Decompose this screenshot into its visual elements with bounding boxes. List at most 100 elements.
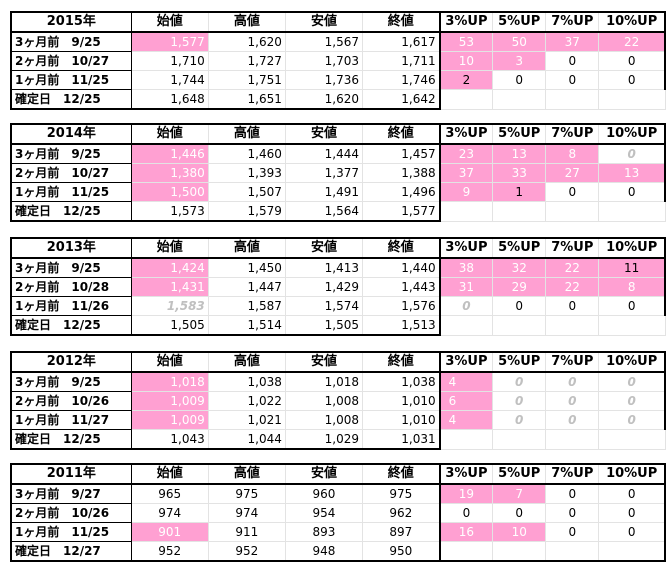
row-label: 1ヶ月前 11/25 xyxy=(9,70,132,90)
header-open: 始値 xyxy=(131,463,209,485)
header-up3: 3%UP xyxy=(439,123,494,145)
header-open: 始値 xyxy=(131,123,209,145)
cell-up7: 0 xyxy=(545,522,600,542)
cell-up10: 0 xyxy=(598,410,666,430)
cell-high: 952 xyxy=(208,541,286,562)
cell-high: 1,022 xyxy=(208,391,286,411)
cell-up3: 2 xyxy=(439,70,494,90)
cell-up7 xyxy=(545,201,600,222)
cell-up3 xyxy=(439,429,494,450)
header-up10: 10%UP xyxy=(598,351,666,373)
header-up3: 3%UP xyxy=(439,463,494,485)
cell-low: 948 xyxy=(285,541,364,562)
row-label: 3ヶ月前 9/25 xyxy=(9,372,132,392)
header-low: 安値 xyxy=(285,11,364,33)
table-row: 3ヶ月前 9/25 1,018 1,038 1,018 1,038 4 0 0 … xyxy=(9,372,666,392)
year-label: 2012年 xyxy=(9,351,132,373)
cell-close: 1,388 xyxy=(362,163,441,183)
header-up5: 5%UP xyxy=(492,237,547,259)
cell-close: 1,031 xyxy=(362,429,441,450)
header-open: 始値 xyxy=(131,237,209,259)
cell-open: 1,583 xyxy=(131,296,209,316)
header-high: 高値 xyxy=(208,123,286,145)
cell-open: 1,744 xyxy=(131,70,209,90)
header-row: 2014年 始値 高値 安値 終値 3%UP 5%UP 7%UP 10%UP xyxy=(9,123,666,145)
cell-close: 1,642 xyxy=(362,89,441,110)
cell-close: 1,617 xyxy=(362,32,441,52)
cell-low: 1,029 xyxy=(285,429,364,450)
header-close: 終値 xyxy=(362,351,441,373)
cell-close: 1,746 xyxy=(362,70,441,90)
table-row: 2ヶ月前 10/28 1,431 1,447 1,429 1,443 31 29… xyxy=(9,277,666,297)
cell-up10: 0 xyxy=(598,372,666,392)
cell-up7: 0 xyxy=(545,391,600,411)
year-label: 2014年 xyxy=(9,123,132,145)
cell-low: 1,736 xyxy=(285,70,364,90)
header-up7: 7%UP xyxy=(545,351,600,373)
price-table-2011: 2011年 始値 高値 安値 終値 3%UP 5%UP 7%UP 10%UP 3… xyxy=(9,463,666,562)
cell-open: 1,424 xyxy=(131,258,209,278)
cell-up3: 23 xyxy=(439,144,494,164)
cell-up7 xyxy=(545,89,600,110)
cell-close: 1,711 xyxy=(362,51,441,71)
row-label: 2ヶ月前 10/27 xyxy=(9,163,132,183)
cell-high: 1,460 xyxy=(208,144,286,164)
cell-up10: 11 xyxy=(598,258,666,278)
cell-open: 1,009 xyxy=(131,391,209,411)
header-high: 高値 xyxy=(208,11,286,33)
cell-up7: 22 xyxy=(545,258,600,278)
cell-low: 1,620 xyxy=(285,89,364,110)
cell-open: 1,710 xyxy=(131,51,209,71)
cell-up3: 10 xyxy=(439,51,494,71)
table-row: 1ヶ月前 11/25 1,500 1,507 1,491 1,496 9 1 0… xyxy=(9,182,666,202)
row-label: 1ヶ月前 11/27 xyxy=(9,410,132,430)
cell-up3: 31 xyxy=(439,277,494,297)
cell-up7: 0 xyxy=(545,503,600,523)
cell-high: 1,514 xyxy=(208,315,286,336)
cell-open: 1,380 xyxy=(131,163,209,183)
cell-up3 xyxy=(439,541,494,562)
year-label: 2013年 xyxy=(9,237,132,259)
cell-up7: 0 xyxy=(545,484,600,504)
cell-up10 xyxy=(598,89,666,110)
table-row: 確定日 12/25 1,573 1,579 1,564 1,577 xyxy=(9,201,666,222)
cell-close: 1,457 xyxy=(362,144,441,164)
header-up10: 10%UP xyxy=(598,123,666,145)
cell-up5: 0 xyxy=(492,296,547,316)
cell-open: 974 xyxy=(131,503,209,523)
header-up10: 10%UP xyxy=(598,11,666,33)
cell-low: 1,564 xyxy=(285,201,364,222)
cell-close: 1,038 xyxy=(362,372,441,392)
cell-open: 901 xyxy=(131,522,209,542)
table-row: 3ヶ月前 9/27 965 975 960 975 19 7 0 0 xyxy=(9,484,666,504)
cell-low: 893 xyxy=(285,522,364,542)
header-low: 安値 xyxy=(285,123,364,145)
cell-open: 952 xyxy=(131,541,209,562)
cell-close: 1,443 xyxy=(362,277,441,297)
cell-low: 954 xyxy=(285,503,364,523)
cell-close: 950 xyxy=(362,541,441,562)
cell-up10: 13 xyxy=(598,163,666,183)
cell-close: 962 xyxy=(362,503,441,523)
cell-high: 1,579 xyxy=(208,201,286,222)
header-up7: 7%UP xyxy=(545,463,600,485)
cell-up10: 0 xyxy=(598,391,666,411)
row-label: 確定日 12/25 xyxy=(9,89,132,110)
table-row: 確定日 12/27 952 952 948 950 xyxy=(9,541,666,562)
header-high: 高値 xyxy=(208,463,286,485)
cell-close: 1,010 xyxy=(362,410,441,430)
row-label: 3ヶ月前 9/27 xyxy=(9,484,132,504)
cell-up5: 0 xyxy=(492,372,547,392)
header-low: 安値 xyxy=(285,351,364,373)
cell-up7: 0 xyxy=(545,410,600,430)
cell-up10 xyxy=(598,541,666,562)
cell-high: 1,507 xyxy=(208,182,286,202)
cell-low: 1,574 xyxy=(285,296,364,316)
price-table-2014: 2014年 始値 高値 安値 終値 3%UP 5%UP 7%UP 10%UP 3… xyxy=(9,123,666,222)
row-label: 確定日 12/25 xyxy=(9,201,132,222)
cell-up5 xyxy=(492,541,547,562)
table-row: 確定日 12/25 1,648 1,651 1,620 1,642 xyxy=(9,89,666,110)
header-up5: 5%UP xyxy=(492,123,547,145)
header-low: 安値 xyxy=(285,237,364,259)
row-label: 2ヶ月前 10/28 xyxy=(9,277,132,297)
